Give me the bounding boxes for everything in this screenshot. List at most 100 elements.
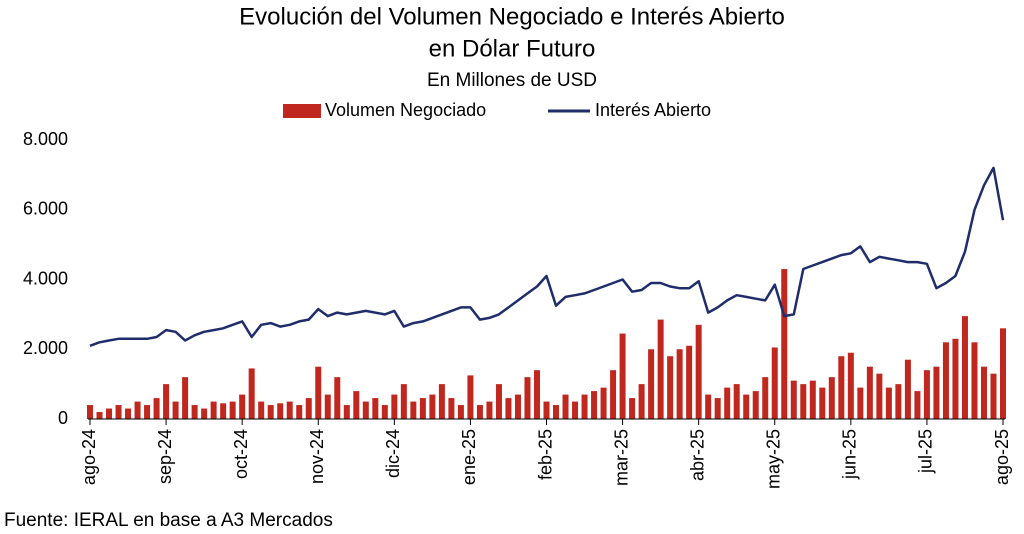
bar <box>629 398 636 419</box>
bar <box>847 352 854 419</box>
x-tick-label: ago-24 <box>79 429 99 485</box>
bar <box>572 401 579 419</box>
bar <box>933 366 940 419</box>
bar <box>762 377 769 419</box>
bar <box>524 377 531 419</box>
bar <box>163 384 170 419</box>
bar <box>838 356 845 419</box>
bar <box>514 394 521 419</box>
bar <box>305 398 312 419</box>
bar <box>800 384 807 419</box>
source-note: Fuente: IERAL en base a A3 Mercados <box>4 510 333 531</box>
x-tick-label: nov-24 <box>307 429 327 484</box>
bar <box>438 384 445 419</box>
bar <box>343 405 350 419</box>
bar <box>419 398 426 419</box>
bar <box>410 401 417 419</box>
bar <box>429 394 436 419</box>
bar <box>686 345 693 419</box>
bar <box>581 394 588 419</box>
bar <box>229 401 236 419</box>
bar <box>201 408 208 419</box>
bar <box>771 347 778 419</box>
bar <box>239 394 246 419</box>
x-tick-label: sep-24 <box>155 429 175 484</box>
bar <box>106 408 113 419</box>
bar <box>153 398 160 419</box>
bar <box>990 373 997 419</box>
bar <box>961 316 968 419</box>
bar <box>952 338 959 419</box>
bar <box>267 405 274 419</box>
bar <box>315 366 322 419</box>
bar <box>809 380 816 419</box>
bar <box>657 319 664 419</box>
bar <box>914 391 921 419</box>
bar <box>505 398 512 419</box>
bar <box>819 387 826 419</box>
chart-title: en Dólar Futuro <box>429 35 596 62</box>
y-tick-label: 4.000 <box>23 268 68 288</box>
bar <box>277 403 284 419</box>
y-tick-label: 6.000 <box>23 199 68 219</box>
bar <box>134 401 141 419</box>
bar <box>172 401 179 419</box>
bar <box>258 401 265 419</box>
bar <box>448 398 455 419</box>
bar <box>695 324 702 419</box>
y-tick-label: 0 <box>58 408 68 428</box>
x-tick-label: jul-25 <box>916 429 936 474</box>
bar <box>638 384 645 419</box>
bar <box>790 380 797 419</box>
bar <box>857 387 864 419</box>
bar <box>391 394 398 419</box>
bar <box>115 405 122 419</box>
bar <box>980 366 987 419</box>
y-tick-label: 2.000 <box>23 338 68 358</box>
bar <box>125 408 132 419</box>
bar <box>362 401 369 419</box>
bar <box>286 401 293 419</box>
legend-swatch <box>283 104 321 118</box>
bar <box>923 370 930 419</box>
legend-label: Interés Abierto <box>595 100 711 120</box>
line <box>89 166 1005 347</box>
chart-subtitle: En Millones de USD <box>427 70 597 91</box>
x-tick-label: may-25 <box>764 429 784 489</box>
bar <box>486 401 493 419</box>
bar <box>353 391 360 419</box>
bar <box>885 387 892 419</box>
bar <box>904 359 911 419</box>
bar <box>476 405 483 419</box>
bar <box>705 394 712 419</box>
bar <box>381 405 388 419</box>
bar <box>828 377 835 419</box>
bar <box>457 405 464 419</box>
x-tick-label: feb-25 <box>535 429 555 480</box>
bar <box>866 366 873 419</box>
bar <box>562 394 569 419</box>
bar <box>895 384 902 419</box>
bar <box>724 387 731 419</box>
bar <box>752 391 759 419</box>
bar <box>220 403 227 419</box>
legend-label: Volumen Negociado <box>325 100 486 120</box>
x-tick-label: abr-25 <box>687 429 707 481</box>
bar <box>971 342 978 419</box>
bar <box>372 398 379 419</box>
chart-title: Evolución del Volumen Negociado e Interé… <box>239 3 785 30</box>
bar <box>87 405 93 419</box>
bar <box>248 368 255 419</box>
bar <box>648 349 655 419</box>
bar <box>96 412 103 419</box>
bar <box>296 405 303 419</box>
bar <box>600 387 607 419</box>
x-tick-label: ago-25 <box>992 429 1012 485</box>
bar <box>610 370 617 419</box>
bar <box>334 377 341 419</box>
x-tick-label: oct-24 <box>231 429 251 479</box>
bar <box>1000 328 1006 419</box>
bar <box>733 384 740 419</box>
x-tick-label: ene-25 <box>459 429 479 485</box>
